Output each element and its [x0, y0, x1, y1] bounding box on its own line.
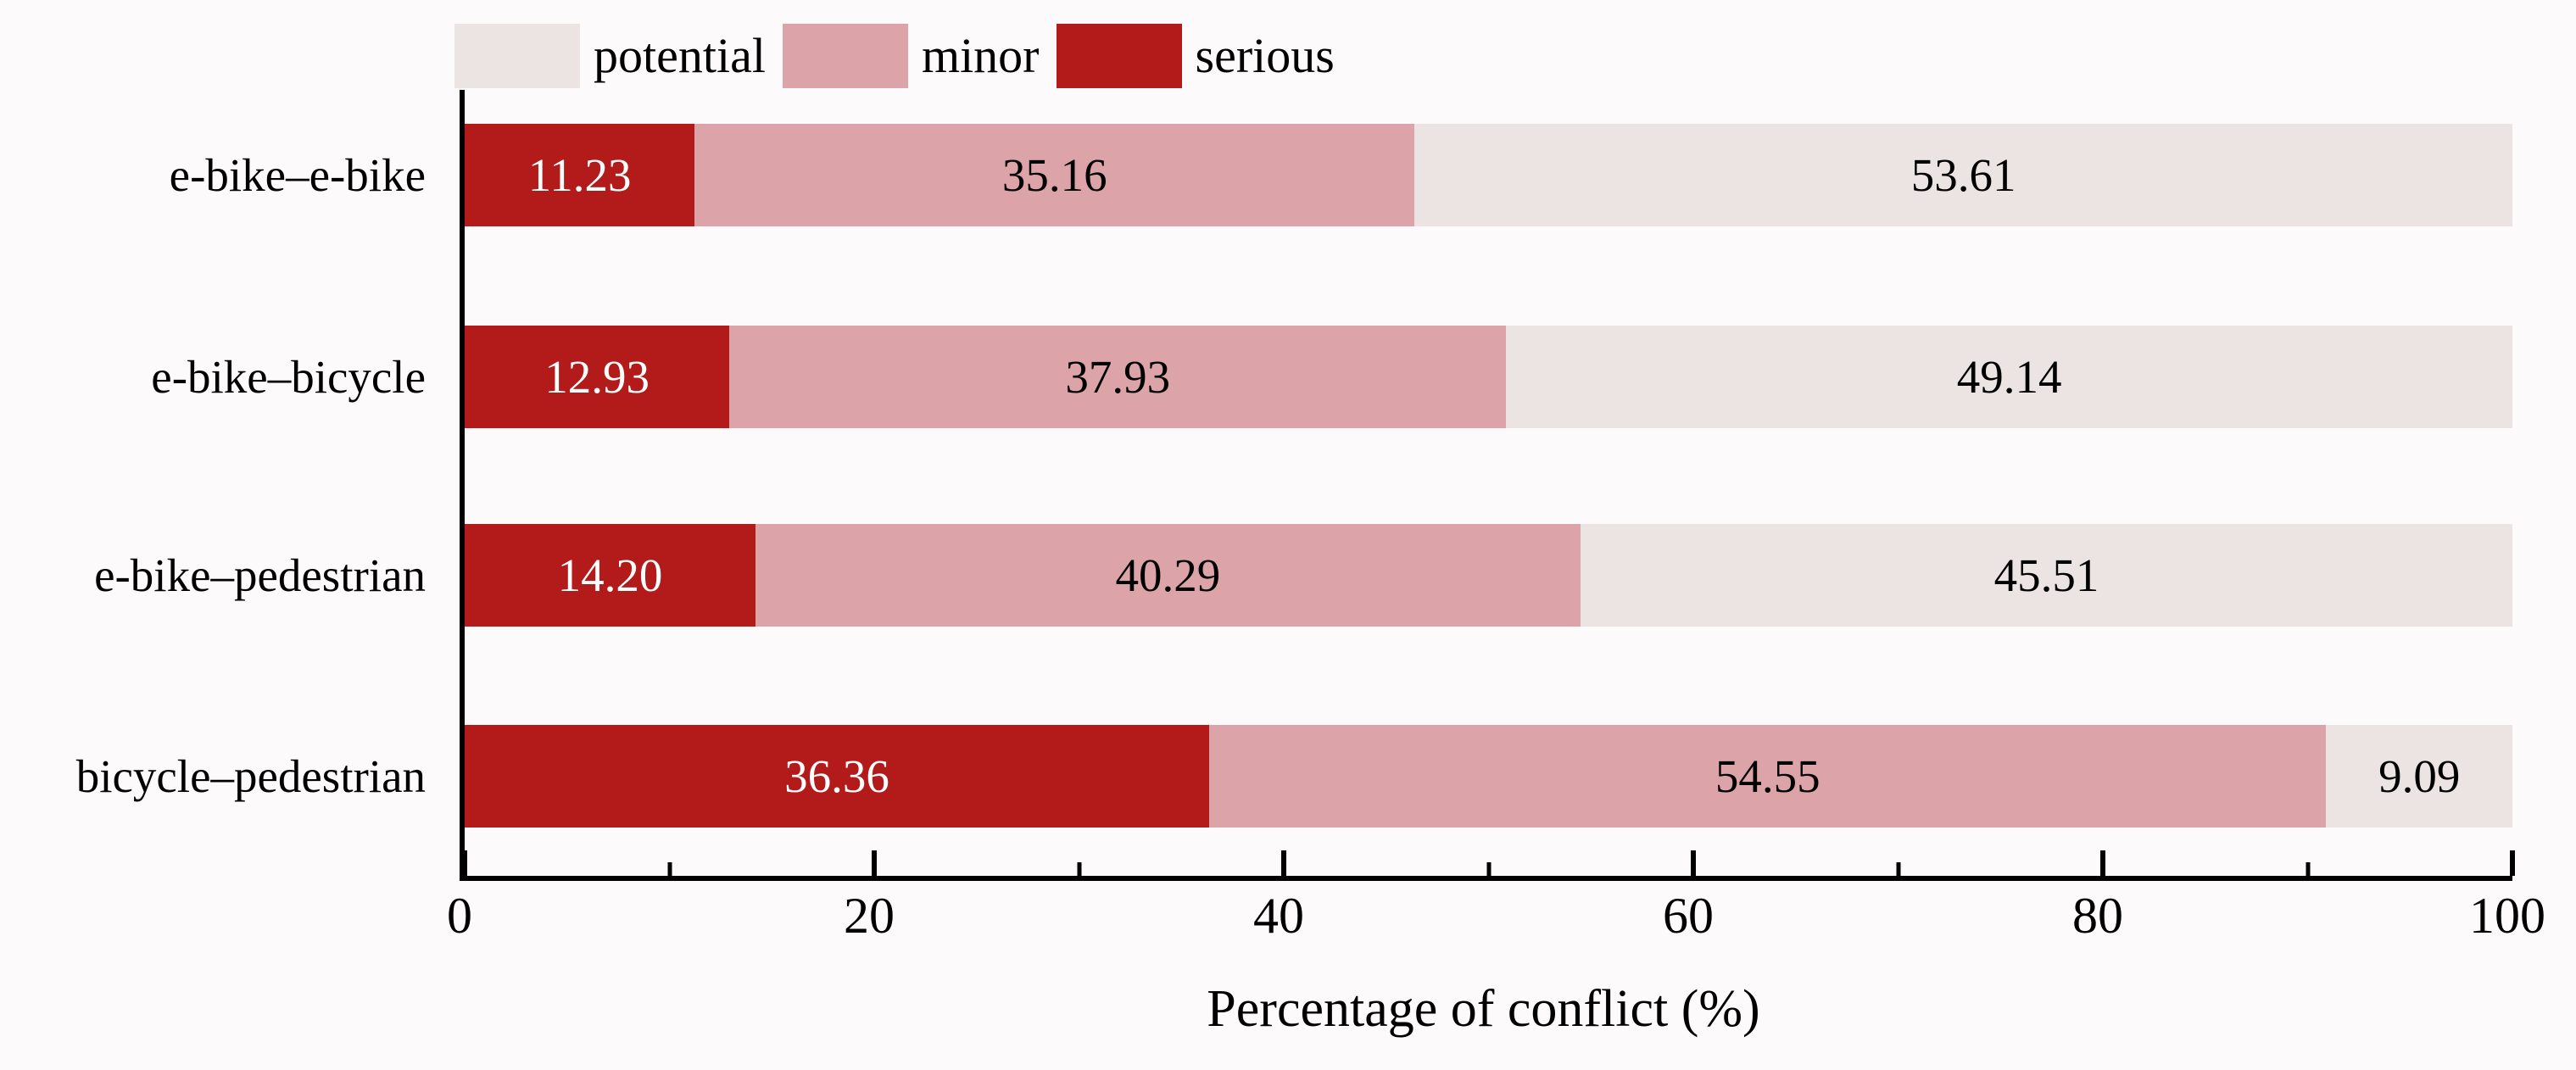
category-label-e-bike–e-bike: e-bike–e-bike	[169, 149, 426, 201]
x-tick-label-20: 20	[844, 888, 895, 944]
bar-segment-minor: 37.93	[729, 326, 1507, 428]
bar-row-bicycle–pedestrian: 36.36 54.55 9.09	[465, 725, 2512, 828]
bar-segment-minor: 54.55	[1209, 725, 2327, 828]
x-tick-label-100: 100	[2469, 888, 2545, 944]
bar-segment-serious: 11.23	[465, 124, 695, 226]
x-axis-title: Percentage of conflict (%)	[1207, 980, 1760, 1038]
bar-value-label: 9.09	[2378, 750, 2461, 802]
legend-swatch-potential	[454, 24, 580, 88]
x-major-tick	[872, 850, 877, 876]
legend-item-potential: potential	[454, 24, 766, 88]
legend-item-minor: minor	[782, 24, 1040, 88]
x-tick-label-0: 0	[447, 888, 472, 944]
legend-swatch-minor	[782, 24, 908, 88]
bar-value-label: 53.61	[1910, 149, 2016, 201]
bar-segment-serious: 36.36	[465, 725, 1210, 828]
bar-segment-potential: 53.61	[1414, 124, 2512, 226]
plot-area: 11.23 35.16 53.61 12.93 37.93 49.14 14.20 40.29…	[460, 90, 2515, 881]
x-major-tick	[462, 850, 467, 876]
x-minor-tick	[1896, 862, 1900, 876]
bar-value-label: 35.16	[1001, 149, 1107, 201]
x-minor-tick	[1486, 862, 1491, 876]
chart-legend: potential minor serious	[454, 24, 1352, 88]
x-minor-tick	[2306, 862, 2310, 876]
x-tick-label-60: 60	[1663, 888, 1714, 944]
bar-value-label: 37.93	[1065, 351, 1171, 403]
x-tick-label-40: 40	[1253, 888, 1304, 944]
bar-segment-serious: 14.20	[465, 524, 756, 627]
bar-row-e-bike–e-bike: 11.23 35.16 53.61	[465, 124, 2512, 226]
bar-value-label: 11.23	[527, 149, 632, 201]
category-label-e-bike–pedestrian: e-bike–pedestrian	[94, 549, 426, 601]
x-tick-label-80: 80	[2072, 888, 2123, 944]
legend-label: serious	[1195, 28, 1335, 83]
x-major-tick	[1691, 850, 1696, 876]
bar-row-e-bike–bicycle: 12.93 37.93 49.14	[465, 326, 2512, 428]
x-major-tick	[2510, 850, 2515, 876]
bar-row-e-bike–pedestrian: 14.20 40.29 45.51	[465, 524, 2512, 627]
bar-segment-serious: 12.93	[465, 326, 730, 428]
bar-value-label: 14.20	[557, 549, 663, 601]
x-axis-tick-labels: 0 20 40 60 80 100	[447, 888, 2545, 950]
bar-value-label: 54.55	[1715, 750, 1820, 802]
bar-segment-potential: 9.09	[2326, 725, 2512, 828]
bar-value-label: 40.29	[1115, 549, 1221, 601]
bar-segment-minor: 35.16	[694, 124, 1415, 226]
x-major-tick	[2100, 850, 2105, 876]
bar-segment-potential: 45.51	[1580, 524, 2512, 627]
legend-label: potential	[594, 28, 766, 83]
x-major-tick	[1281, 850, 1286, 876]
bar-segment-potential: 49.14	[1506, 326, 2512, 428]
legend-swatch-serious	[1056, 24, 1182, 88]
category-label-bicycle–pedestrian: bicycle–pedestrian	[75, 750, 426, 802]
bar-value-label: 36.36	[784, 750, 889, 802]
x-minor-tick	[667, 862, 672, 876]
x-minor-tick	[1077, 862, 1081, 876]
category-label-e-bike–bicycle: e-bike–bicycle	[151, 351, 426, 403]
legend-item-serious: serious	[1056, 24, 1335, 88]
bar-value-label: 45.51	[1993, 549, 2099, 601]
bar-value-label: 12.93	[544, 351, 650, 403]
bar-value-label: 49.14	[1956, 351, 2062, 403]
legend-label: minor	[921, 28, 1040, 83]
bar-segment-minor: 40.29	[755, 524, 1581, 627]
